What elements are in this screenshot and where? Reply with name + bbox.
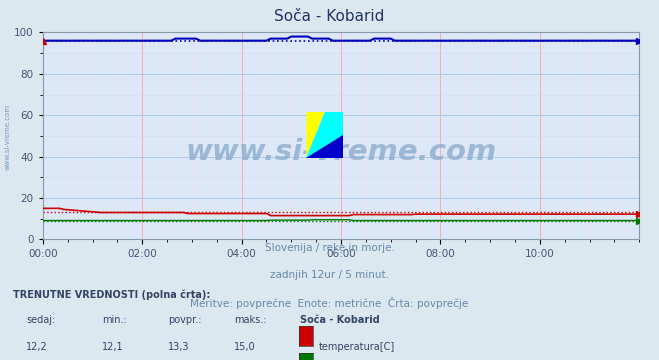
Text: min.:: min.: xyxy=(102,315,127,325)
Text: Soča - Kobarid: Soča - Kobarid xyxy=(274,9,385,24)
Text: www.si-vreme.com: www.si-vreme.com xyxy=(185,139,497,166)
Polygon shape xyxy=(306,112,325,158)
Text: Slovenija / reke in morje.: Slovenija / reke in morje. xyxy=(264,243,395,253)
Text: 12,1: 12,1 xyxy=(102,342,124,352)
Polygon shape xyxy=(306,135,343,158)
Text: www.si-vreme.com: www.si-vreme.com xyxy=(5,104,11,170)
Text: TRENUTNE VREDNOSTI (polna črta):: TRENUTNE VREDNOSTI (polna črta): xyxy=(13,290,211,300)
Polygon shape xyxy=(306,112,343,158)
Text: Meritve: povprečne  Enote: metrične  Črta: povprečje: Meritve: povprečne Enote: metrične Črta:… xyxy=(190,297,469,309)
Text: zadnjih 12ur / 5 minut.: zadnjih 12ur / 5 minut. xyxy=(270,270,389,280)
Text: 13,3: 13,3 xyxy=(168,342,190,352)
Text: temperatura[C]: temperatura[C] xyxy=(318,342,395,352)
Text: sedaj:: sedaj: xyxy=(26,315,55,325)
Text: povpr.:: povpr.: xyxy=(168,315,202,325)
Text: maks.:: maks.: xyxy=(234,315,266,325)
Text: Soča - Kobarid: Soča - Kobarid xyxy=(300,315,380,325)
Text: 15,0: 15,0 xyxy=(234,342,256,352)
Text: 12,2: 12,2 xyxy=(26,342,48,352)
